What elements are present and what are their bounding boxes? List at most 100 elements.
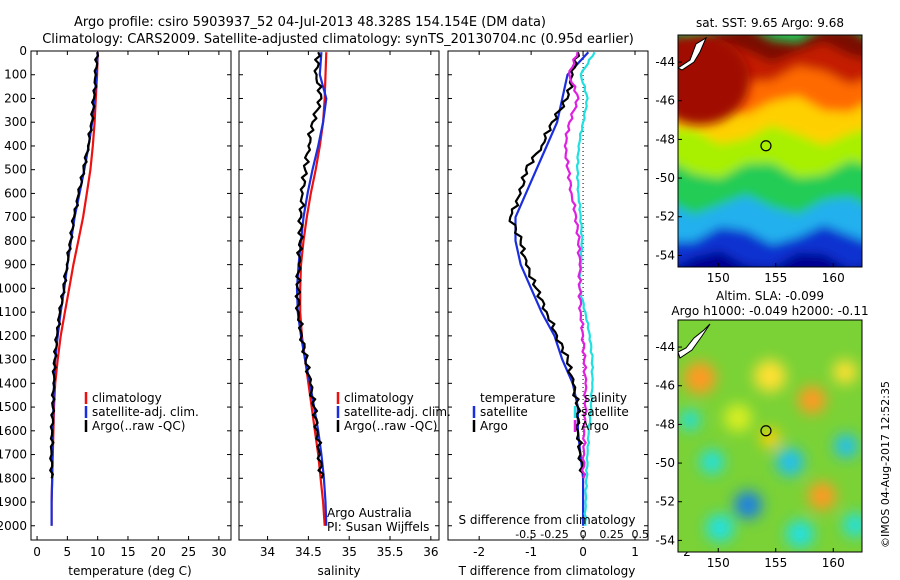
y-tick-label: 100 [4,68,27,82]
x-tick-label: 34 [260,545,275,559]
salinity-plot: 34 34.5 35 35.5 36 [239,50,439,559]
series-line-argo-raw-qc- [49,51,100,479]
temperature-legend: climatology satellite-adj. clim. Argo(..… [84,391,199,433]
sla-blob [786,520,814,548]
sla-blob [798,386,826,414]
y-tick-label: 1000 [0,281,27,295]
s-tick-label: -0.25 [540,528,568,541]
legend-heading-salinity: salinity [584,391,627,405]
x-tick-label: 5 [64,545,72,559]
x-tick-label: 1 [631,545,639,559]
series-line-salinity-argo [563,52,588,479]
legend-label-satellite: satellite-adj. clim. [344,405,451,419]
x-tick-label: 0 [579,545,587,559]
legend-label-argo: Argo(..raw -QC) [344,419,437,433]
sla-blob [833,360,857,384]
argo-position-marker [760,425,772,437]
y-tick-label: 200 [4,91,27,105]
y-tick-label: 900 [4,258,27,272]
y-tick-label: 1800 [0,471,27,485]
legend-label-t-satellite: satellite [480,405,528,419]
s-tick-label: 0.5 [631,528,649,541]
y-tick-label: 1100 [0,305,27,319]
temperature-panel [30,50,232,541]
legend-label-s-argo: Argo [581,419,609,433]
argo-position-marker [760,140,772,152]
salinity-panel [238,50,440,541]
s-tick-label: 0.25 [599,528,624,541]
sla-map-title2: Argo h1000: -0.049 h2000: -0.11 [671,304,868,318]
sst-band [678,125,862,184]
title-line1: Argo profile: csiro 5903937_52 04-Jul-20… [74,15,546,30]
map-x-tick-label: 160 [822,271,845,285]
sla-map-title1: Altim. SLA: -0.099 [716,289,824,303]
sla-map [678,320,862,552]
x-tick-label: 35 [342,545,357,559]
sla-blob [724,404,752,432]
sst-map [678,35,862,267]
coastline [678,36,708,71]
y-tick-label: 1300 [0,353,27,367]
y-tick-label: 2000 [0,519,27,533]
map-y-tick-label: -52 [655,495,675,509]
x-tick-label: 35.5 [377,545,404,559]
salinity-xlabel: salinity [317,564,360,578]
map-y-tick-label: -44 [655,340,675,354]
x-tick-label: 10 [90,545,105,559]
legend-heading-temperature: temperature [480,391,555,405]
sla-blob [706,514,734,542]
map-frame [677,319,863,553]
map-frame [677,34,863,268]
sst-map-title: sat. SST: 9.65 Argo: 9.68 [696,16,844,30]
map-x-tick-label: 150 [707,556,730,570]
sst-bands [678,35,862,267]
map-y-tick-label: -44 [655,55,675,69]
x-tick-label: 15 [120,545,135,559]
sla-blob [808,482,836,510]
x-tick-label: 0 [33,545,41,559]
annotation-line1: Argo Australia [327,506,412,520]
map-y-tick-label: -54 [655,248,675,262]
map-x-tick-label: 160 [822,556,845,570]
difference-xlabel: T difference from climatology [458,564,636,578]
x-tick-label: 36 [423,545,438,559]
difference-xlabel2: S difference from climatology [459,513,636,527]
y-tick-label: 1600 [0,424,27,438]
map-y-tick-label: -48 [655,417,675,431]
map-x-tick-label: 150 [707,271,730,285]
series-line-temperature-satellite [514,51,590,526]
sla-blob [834,434,858,458]
map-x-tick-label: 155 [764,271,787,285]
sla-blob [700,450,724,474]
temperature-plot: 0 5 10 15 20 25 300100200300400500600700800900… [0,44,231,559]
map-y-tick-label: -46 [655,379,675,393]
y-tick-label: 300 [4,115,27,129]
y-tick-label: 1700 [0,448,27,462]
sla-blob [684,362,716,394]
x-tick-label: -1 [525,545,537,559]
sla-blob [843,513,862,537]
legend-label-satellite: satellite-adj. clim. [92,405,199,419]
y-tick-label: 1400 [0,376,27,390]
x-tick-label: 34.5 [295,545,322,559]
y-tick-label: 800 [4,234,27,248]
sla-blob [754,360,786,392]
y-tick-label: 1900 [0,495,27,509]
map-y-tick-label: -46 [655,94,675,108]
sla-blob [760,428,780,448]
y-tick-label: 1500 [0,400,27,414]
sst-map-axes: 150 155 160 -44 -46 -48 -50 -52 -54 [655,34,863,285]
credit-text: ©IMOS 04-Aug-2017 12:52:35 [879,381,892,548]
map-y-tick-label: -50 [655,171,675,185]
y-tick-label: 600 [4,186,27,200]
map-y-tick-label: -54 [655,533,675,547]
map-y-tick-label: -48 [655,132,675,146]
difference-legend: temperature salinity satellite Argo sate… [472,391,629,433]
x-tick-label: 25 [181,545,196,559]
y-tick-label: 1200 [0,329,27,343]
legend-label-t-argo: Argo [480,419,508,433]
temperature-xlabel: temperature (deg C) [68,564,191,578]
salinity-legend: climatology satellite-adj. clim. Argo(..… [336,391,451,433]
map-y-tick-label: -50 [655,456,675,470]
